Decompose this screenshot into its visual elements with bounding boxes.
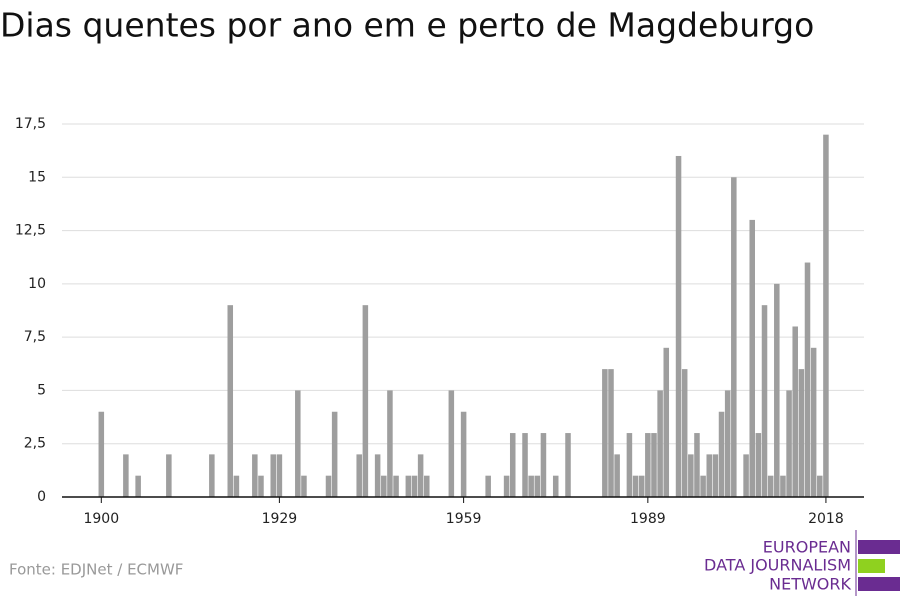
bar — [817, 475, 823, 497]
logo-text: EUROPEAN — [763, 538, 851, 557]
bar — [712, 454, 719, 497]
y-tick-label: 7,5 — [24, 329, 46, 345]
x-tick-label: 1929 — [262, 511, 298, 527]
bar — [325, 475, 332, 497]
bar — [780, 475, 786, 497]
bar — [485, 475, 491, 497]
bar — [786, 390, 792, 497]
logo-bar — [858, 540, 900, 554]
bar — [387, 390, 393, 497]
bar — [276, 454, 283, 497]
bar — [522, 433, 528, 497]
bar — [804, 262, 811, 497]
bar — [209, 454, 215, 497]
bar — [694, 433, 700, 497]
bar — [681, 369, 688, 497]
bar — [761, 305, 768, 497]
bar — [626, 433, 633, 497]
y-tick-label: 17,5 — [15, 116, 46, 132]
y-tick-label: 5 — [37, 382, 46, 398]
bar — [252, 454, 258, 497]
bar — [405, 475, 412, 497]
bar — [381, 475, 387, 497]
bar — [638, 475, 645, 497]
bar — [718, 411, 725, 497]
bar — [823, 134, 829, 497]
y-tick-label: 2,5 — [24, 436, 46, 452]
bar — [767, 475, 774, 497]
y-tick-label: 15 — [28, 169, 46, 185]
bar — [258, 475, 264, 497]
bar — [724, 390, 731, 497]
bar — [602, 369, 608, 497]
bar — [810, 347, 817, 497]
bar — [460, 411, 467, 497]
bar — [688, 454, 694, 497]
bar — [295, 390, 301, 497]
bar — [755, 433, 762, 497]
bar — [411, 475, 418, 497]
bar — [731, 177, 737, 498]
bar — [301, 475, 307, 497]
bar — [565, 433, 571, 497]
bar — [706, 454, 713, 497]
bar — [424, 475, 430, 497]
bar — [374, 454, 381, 497]
bar — [509, 433, 516, 497]
x-tick-label: 1900 — [83, 511, 119, 527]
bar — [645, 433, 651, 497]
logo-text: DATA JOURNALISM — [704, 556, 851, 575]
bar — [663, 347, 670, 497]
bar — [227, 305, 234, 497]
bar — [675, 155, 682, 497]
bar — [356, 454, 362, 497]
bar — [417, 454, 424, 497]
bar — [528, 475, 534, 497]
chart-title: Dias quentes por ano em e perto de Magde… — [0, 6, 814, 45]
bar — [700, 475, 706, 497]
bar — [792, 326, 798, 497]
bar — [135, 475, 141, 497]
bar — [608, 369, 614, 497]
bar — [123, 454, 129, 497]
bar — [798, 369, 805, 497]
bar — [534, 475, 541, 497]
bar — [552, 475, 559, 497]
y-tick-label: 10 — [28, 276, 46, 292]
x-tick-label: 1989 — [630, 511, 666, 527]
logo-bar — [858, 577, 900, 591]
bar — [743, 454, 749, 497]
logo-text: NETWORK — [769, 575, 851, 594]
bar — [632, 475, 639, 497]
bar — [270, 454, 277, 497]
x-tick-label: 1959 — [446, 511, 482, 527]
bar — [98, 411, 105, 497]
bar — [166, 454, 172, 497]
x-tick-label: 2018 — [808, 511, 844, 527]
bar — [614, 454, 620, 497]
bar — [393, 475, 399, 497]
bar — [651, 433, 657, 497]
logo-bar — [858, 559, 885, 573]
bar — [448, 390, 455, 497]
bar — [362, 305, 369, 497]
bar — [331, 411, 338, 497]
source: Fonte: EDJNet / ECMWF — [9, 561, 183, 579]
bar — [657, 390, 663, 497]
bar — [774, 283, 780, 497]
bar — [749, 219, 755, 497]
y-tick-label: 12,5 — [15, 223, 46, 239]
bar — [503, 475, 510, 497]
bar — [540, 433, 547, 497]
bar — [233, 475, 240, 497]
y-tick-label: 0 — [37, 489, 46, 505]
